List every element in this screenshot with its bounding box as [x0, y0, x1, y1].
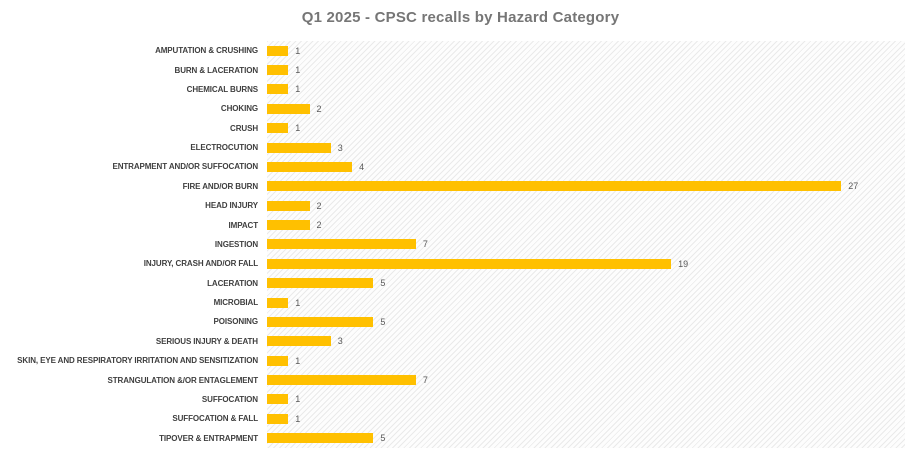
bar	[267, 394, 289, 405]
bar	[267, 355, 289, 366]
category-label: SUFFOCATION & FALL	[172, 414, 258, 424]
chart-body: AMPUTATION & CRUSHING BURN & LACERATION CH…	[0, 41, 921, 448]
category-label: STRANGULATION &/OR ENTAGLEMENT	[107, 375, 259, 385]
bar-row: 2	[267, 215, 905, 234]
category-label: LACERATION	[207, 278, 258, 288]
bar	[267, 84, 289, 95]
category-label: SKIN, EYE AND RESPIRATORY IRRITATION AND…	[17, 356, 258, 366]
category-label: ENTRAPMENT AND/OR SUFFOCATION	[112, 162, 258, 172]
bar	[267, 375, 416, 386]
value-label: 5	[380, 433, 386, 444]
bar-row: 1	[267, 351, 905, 370]
category-label: AMPUTATION & CRUSHING	[155, 46, 258, 56]
bar-row: 19	[267, 254, 905, 273]
value-label: 2	[316, 200, 322, 211]
category-label: SERIOUS INJURY & DEATH	[155, 336, 258, 346]
bar	[267, 258, 672, 269]
value-label: 7	[422, 239, 428, 250]
bar	[267, 278, 374, 289]
value-label: 1	[295, 84, 301, 95]
category-label: SUFFOCATION	[201, 394, 258, 404]
value-label: 3	[337, 336, 343, 347]
value-label: 2	[316, 103, 322, 114]
value-label: 1	[295, 45, 301, 56]
bar	[267, 297, 289, 308]
value-label: 7	[422, 375, 428, 386]
value-label: 1	[295, 123, 301, 134]
bar-row: 1	[267, 60, 905, 79]
value-label: 1	[295, 65, 301, 76]
bar	[267, 316, 374, 327]
category-axis: AMPUTATION & CRUSHING BURN & LACERATION CH…	[0, 41, 267, 448]
value-label: 1	[295, 394, 301, 405]
category-label: INGESTION	[214, 239, 258, 249]
bar-row: 2	[267, 99, 905, 118]
chart-title: Q1 2025 - CPSC recalls by Hazard Categor…	[301, 9, 620, 26]
category-label: TIPOVER & ENTRAPMENT	[159, 433, 258, 443]
category-label: CHEMICAL BURNS	[186, 84, 258, 94]
bar	[267, 123, 289, 134]
value-label: 27	[848, 181, 859, 192]
value-label: 5	[380, 316, 386, 327]
bar	[267, 200, 310, 211]
bar-row: 5	[267, 429, 905, 448]
category-label: INJURY, CRASH AND/OR FALL	[143, 259, 258, 269]
bar	[267, 65, 289, 76]
value-label: 1	[295, 297, 301, 308]
value-label: 1	[295, 355, 301, 366]
bar	[267, 336, 331, 347]
category-label: HEAD INJURY	[205, 201, 258, 211]
value-label: 3	[337, 142, 343, 153]
value-label: 4	[359, 161, 365, 172]
bar-row: 1	[267, 119, 905, 138]
category-label: ELECTROCUTION	[190, 143, 258, 153]
value-label: 2	[316, 220, 322, 231]
category-label: CHOKING	[220, 104, 258, 114]
bar	[267, 181, 842, 192]
bar-row: 1	[267, 409, 905, 428]
category-label: POISONING	[213, 317, 259, 327]
bar	[267, 433, 374, 444]
bar	[267, 103, 310, 114]
bar-row: 7	[267, 235, 905, 254]
bar-row: 1	[267, 293, 905, 312]
bar-row: 1	[267, 80, 905, 99]
bar-row: 4	[267, 157, 905, 176]
bar-row: 5	[267, 274, 905, 293]
category-label: IMPACT	[228, 220, 259, 230]
bar-row: 3	[267, 332, 905, 351]
category-label: FIRE AND/OR BURN	[182, 181, 259, 191]
bar-row: 7	[267, 370, 905, 389]
value-label: 19	[678, 258, 689, 269]
category-label: BURN & LACERATION	[174, 65, 259, 75]
plot-area: 1 1 1 2 1 3 4 27 2 2 7 19 5 1 5 3 1 7 1 1 5	[267, 41, 905, 448]
bar	[267, 239, 416, 250]
bar	[267, 413, 289, 424]
bar	[267, 45, 289, 56]
category-label: CRUSH	[230, 123, 258, 133]
category-label: MICROBIAL	[213, 298, 259, 308]
bar	[267, 220, 310, 231]
bar-row: 3	[267, 138, 905, 157]
bar-row: 1	[267, 390, 905, 409]
value-label: 5	[380, 278, 386, 289]
value-label: 1	[295, 413, 301, 424]
bar-row: 2	[267, 196, 905, 215]
bar	[267, 142, 331, 153]
bar	[267, 161, 353, 172]
bar-row: 5	[267, 312, 905, 331]
bar-row: 1	[267, 41, 905, 60]
bar-row: 27	[267, 177, 905, 196]
